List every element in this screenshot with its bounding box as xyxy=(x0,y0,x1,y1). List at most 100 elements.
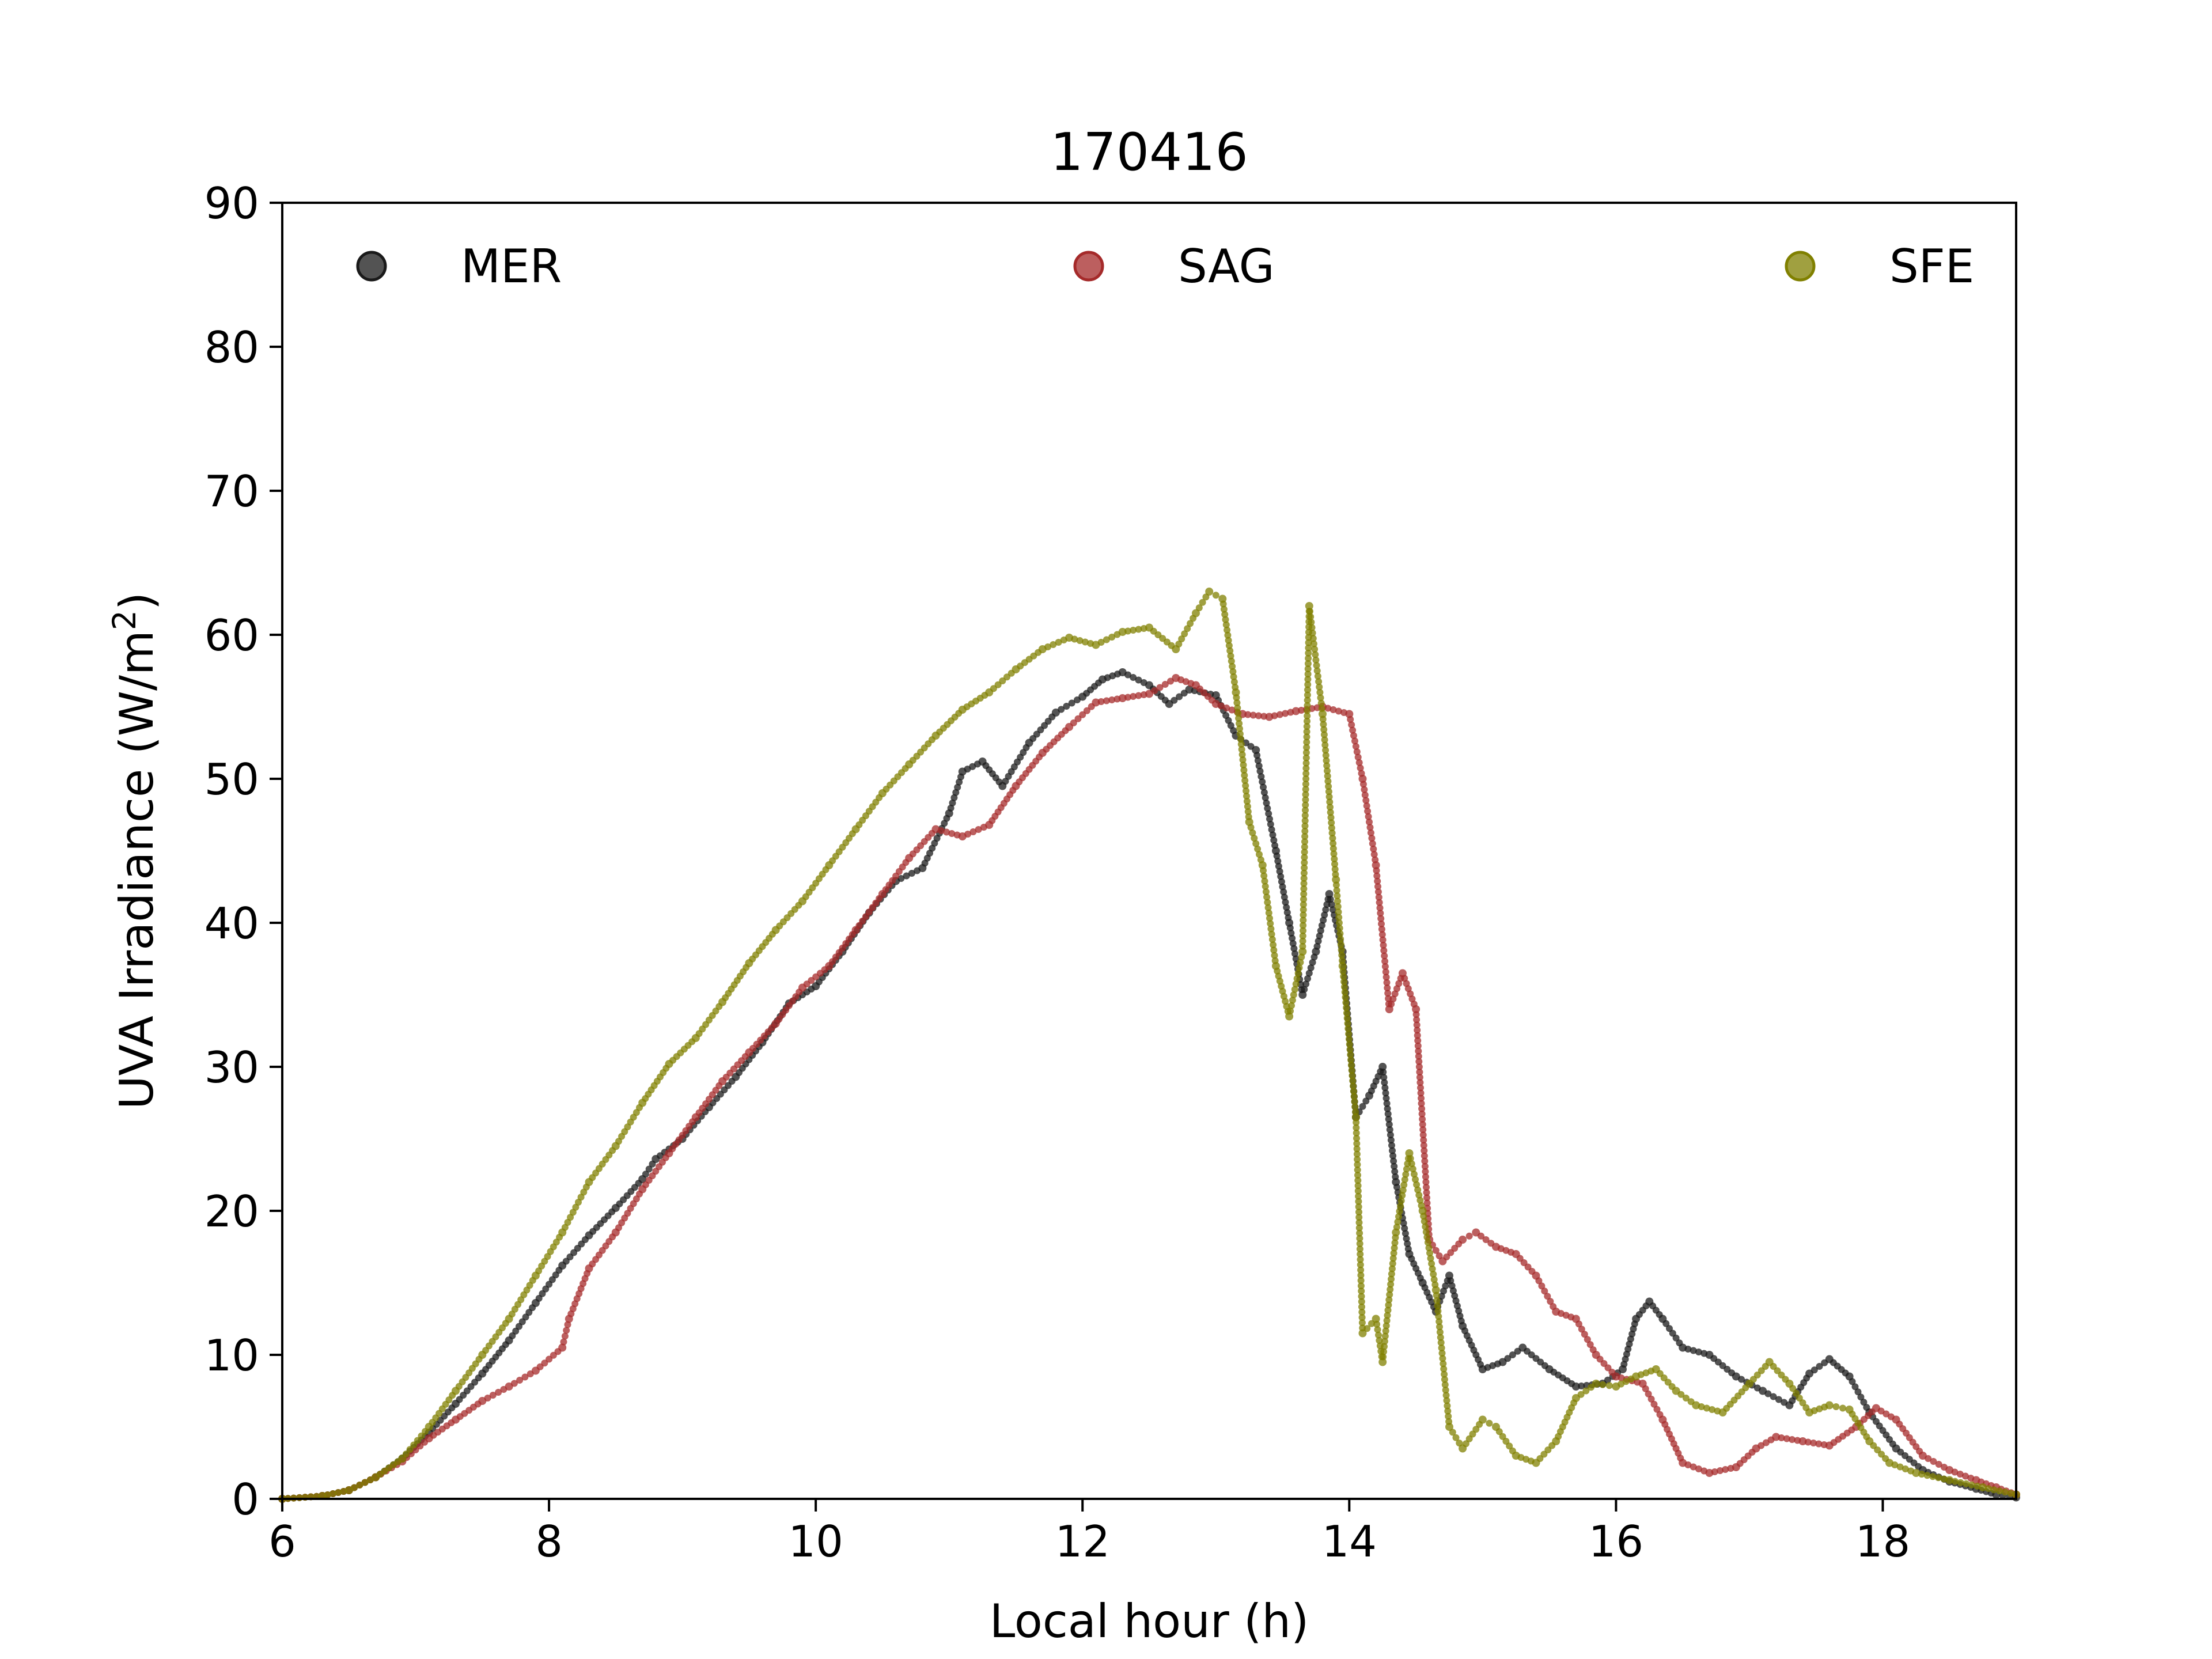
data-point xyxy=(1367,829,1374,836)
data-point xyxy=(1340,983,1348,991)
data-point xyxy=(1370,845,1377,853)
data-point xyxy=(1392,1228,1400,1237)
data-point xyxy=(1323,762,1331,770)
data-point xyxy=(1415,1058,1423,1065)
data-point xyxy=(1256,851,1263,858)
data-point xyxy=(1118,628,1127,636)
data-point xyxy=(956,778,963,786)
data-point xyxy=(1260,789,1268,796)
data-point xyxy=(1395,980,1403,987)
data-point xyxy=(1347,1051,1354,1058)
data-point xyxy=(1103,697,1110,704)
data-point xyxy=(1799,1399,1806,1407)
data-point xyxy=(1353,1145,1361,1153)
data-point xyxy=(1902,1465,1909,1472)
data-point xyxy=(1348,1067,1355,1074)
data-point xyxy=(1291,707,1300,715)
y-axis-label-main: UVA Irradiance (W/m xyxy=(110,630,164,1109)
data-point xyxy=(1308,619,1315,626)
data-point xyxy=(1378,926,1385,933)
data-point xyxy=(1357,1282,1365,1290)
data-point xyxy=(1378,931,1386,938)
data-point xyxy=(1698,1403,1705,1410)
legend-label-mer: MER xyxy=(461,240,562,293)
data-point xyxy=(1321,741,1329,749)
data-point xyxy=(1355,1214,1363,1221)
data-point xyxy=(1335,707,1342,715)
data-point xyxy=(1416,1074,1423,1081)
data-point xyxy=(1108,634,1116,641)
data-point xyxy=(1298,707,1305,714)
x-tick-label: 12 xyxy=(1055,1516,1110,1567)
data-point xyxy=(1233,699,1241,706)
y-tick-label: 50 xyxy=(204,754,259,805)
data-point xyxy=(1291,986,1298,993)
data-point xyxy=(1435,1318,1443,1325)
data-point xyxy=(1375,1331,1382,1339)
data-point xyxy=(1334,903,1342,910)
data-point xyxy=(1395,1213,1402,1220)
data-point xyxy=(1303,728,1310,736)
data-point xyxy=(1451,1245,1459,1252)
data-point xyxy=(1436,1323,1443,1331)
x-axis: 6 8 10 12 14 16 18 xyxy=(268,1499,1910,1567)
data-point xyxy=(1317,694,1324,702)
data-point xyxy=(1374,888,1382,896)
data-point xyxy=(1264,805,1271,812)
data-point xyxy=(361,1479,369,1486)
data-point xyxy=(1329,906,1336,914)
data-point xyxy=(1305,654,1312,662)
data-point xyxy=(1156,684,1164,691)
data-point xyxy=(1396,1207,1403,1215)
data-point xyxy=(1354,1182,1362,1190)
data-point xyxy=(1259,778,1266,786)
data-point xyxy=(1302,801,1309,809)
data-point xyxy=(1538,1282,1546,1290)
data-point xyxy=(1384,990,1392,997)
data-point xyxy=(1347,1056,1355,1063)
data-point xyxy=(1161,681,1169,688)
data-point xyxy=(1439,1355,1446,1362)
data-point xyxy=(1184,625,1191,632)
data-point xyxy=(1577,1391,1585,1398)
data-point xyxy=(1412,1176,1419,1183)
data-point xyxy=(1391,1168,1399,1175)
data-point xyxy=(1092,698,1100,707)
data-point xyxy=(1418,1110,1426,1118)
data-point xyxy=(1244,808,1252,815)
data-point xyxy=(1322,906,1330,914)
data-point xyxy=(1097,639,1105,646)
data-point xyxy=(1252,840,1260,847)
data-point xyxy=(1219,600,1227,608)
data-point xyxy=(1262,888,1270,896)
data-point xyxy=(1130,674,1137,681)
data-point xyxy=(1918,1471,1925,1478)
data-point xyxy=(1419,1115,1426,1123)
data-point xyxy=(1257,773,1265,781)
data-point xyxy=(1482,1236,1490,1243)
data-point xyxy=(1662,1320,1670,1327)
data-point xyxy=(1323,757,1330,764)
data-point xyxy=(1304,665,1312,673)
legend: MER SAG SFE xyxy=(356,240,1974,293)
data-point xyxy=(1357,1256,1364,1263)
data-point xyxy=(1387,1286,1394,1293)
data-point xyxy=(1990,1486,1998,1494)
data-point xyxy=(1178,635,1185,643)
data-point xyxy=(1423,1194,1430,1202)
data-point xyxy=(1925,1455,1932,1462)
data-point xyxy=(1356,1234,1363,1242)
data-point xyxy=(1355,1203,1362,1210)
data-point xyxy=(1440,1360,1447,1368)
data-point xyxy=(1408,1160,1415,1168)
data-point xyxy=(1313,667,1321,675)
data-point xyxy=(1775,1396,1782,1403)
data-point xyxy=(1397,1202,1404,1210)
data-point xyxy=(1260,872,1268,880)
data-point xyxy=(510,1380,518,1387)
data-point xyxy=(1253,752,1261,759)
data-point xyxy=(1332,881,1340,889)
data-point xyxy=(1223,704,1230,711)
data-point xyxy=(1354,1161,1361,1168)
data-point xyxy=(1358,1303,1365,1310)
